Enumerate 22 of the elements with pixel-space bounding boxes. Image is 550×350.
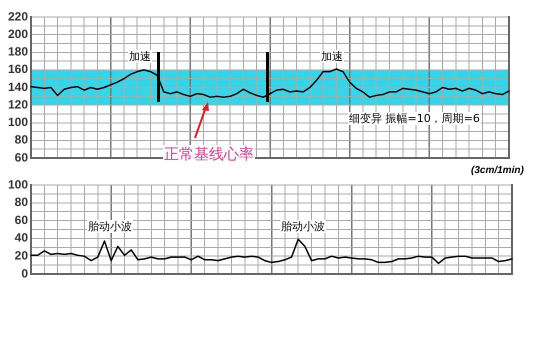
y-tick-label: 220 [8, 9, 28, 24]
annotation: 胎动小波 [280, 220, 326, 233]
y-tick-label: 140 [8, 80, 28, 94]
annotation: 细变异 振幅=10，周期=6 [348, 112, 481, 125]
y-tick-label: 100 [8, 115, 28, 130]
y-tick-label: 160 [8, 62, 28, 76]
annotation: 正常基线心率 [163, 145, 255, 163]
y-tick-label: 60 [14, 150, 28, 164]
y-tick-label: 80 [14, 195, 28, 210]
y-tick-label: 0 [21, 266, 28, 280]
y-tick-label: 80 [14, 132, 28, 147]
y-tick-label: 180 [8, 44, 28, 59]
text: (3cm/1min) [470, 164, 525, 177]
y-tick-label: 60 [14, 212, 28, 227]
y-tick-label: 100 [8, 177, 28, 192]
y-tick-label: 40 [14, 230, 28, 245]
y-tick-label: 20 [14, 248, 28, 263]
annotation: 胎动小波 [87, 220, 133, 233]
y-tick-label: 200 [8, 26, 28, 41]
annotation: 加速 [320, 50, 344, 63]
annotation: 加速 [128, 50, 152, 63]
y-tick-label: 120 [8, 97, 28, 112]
